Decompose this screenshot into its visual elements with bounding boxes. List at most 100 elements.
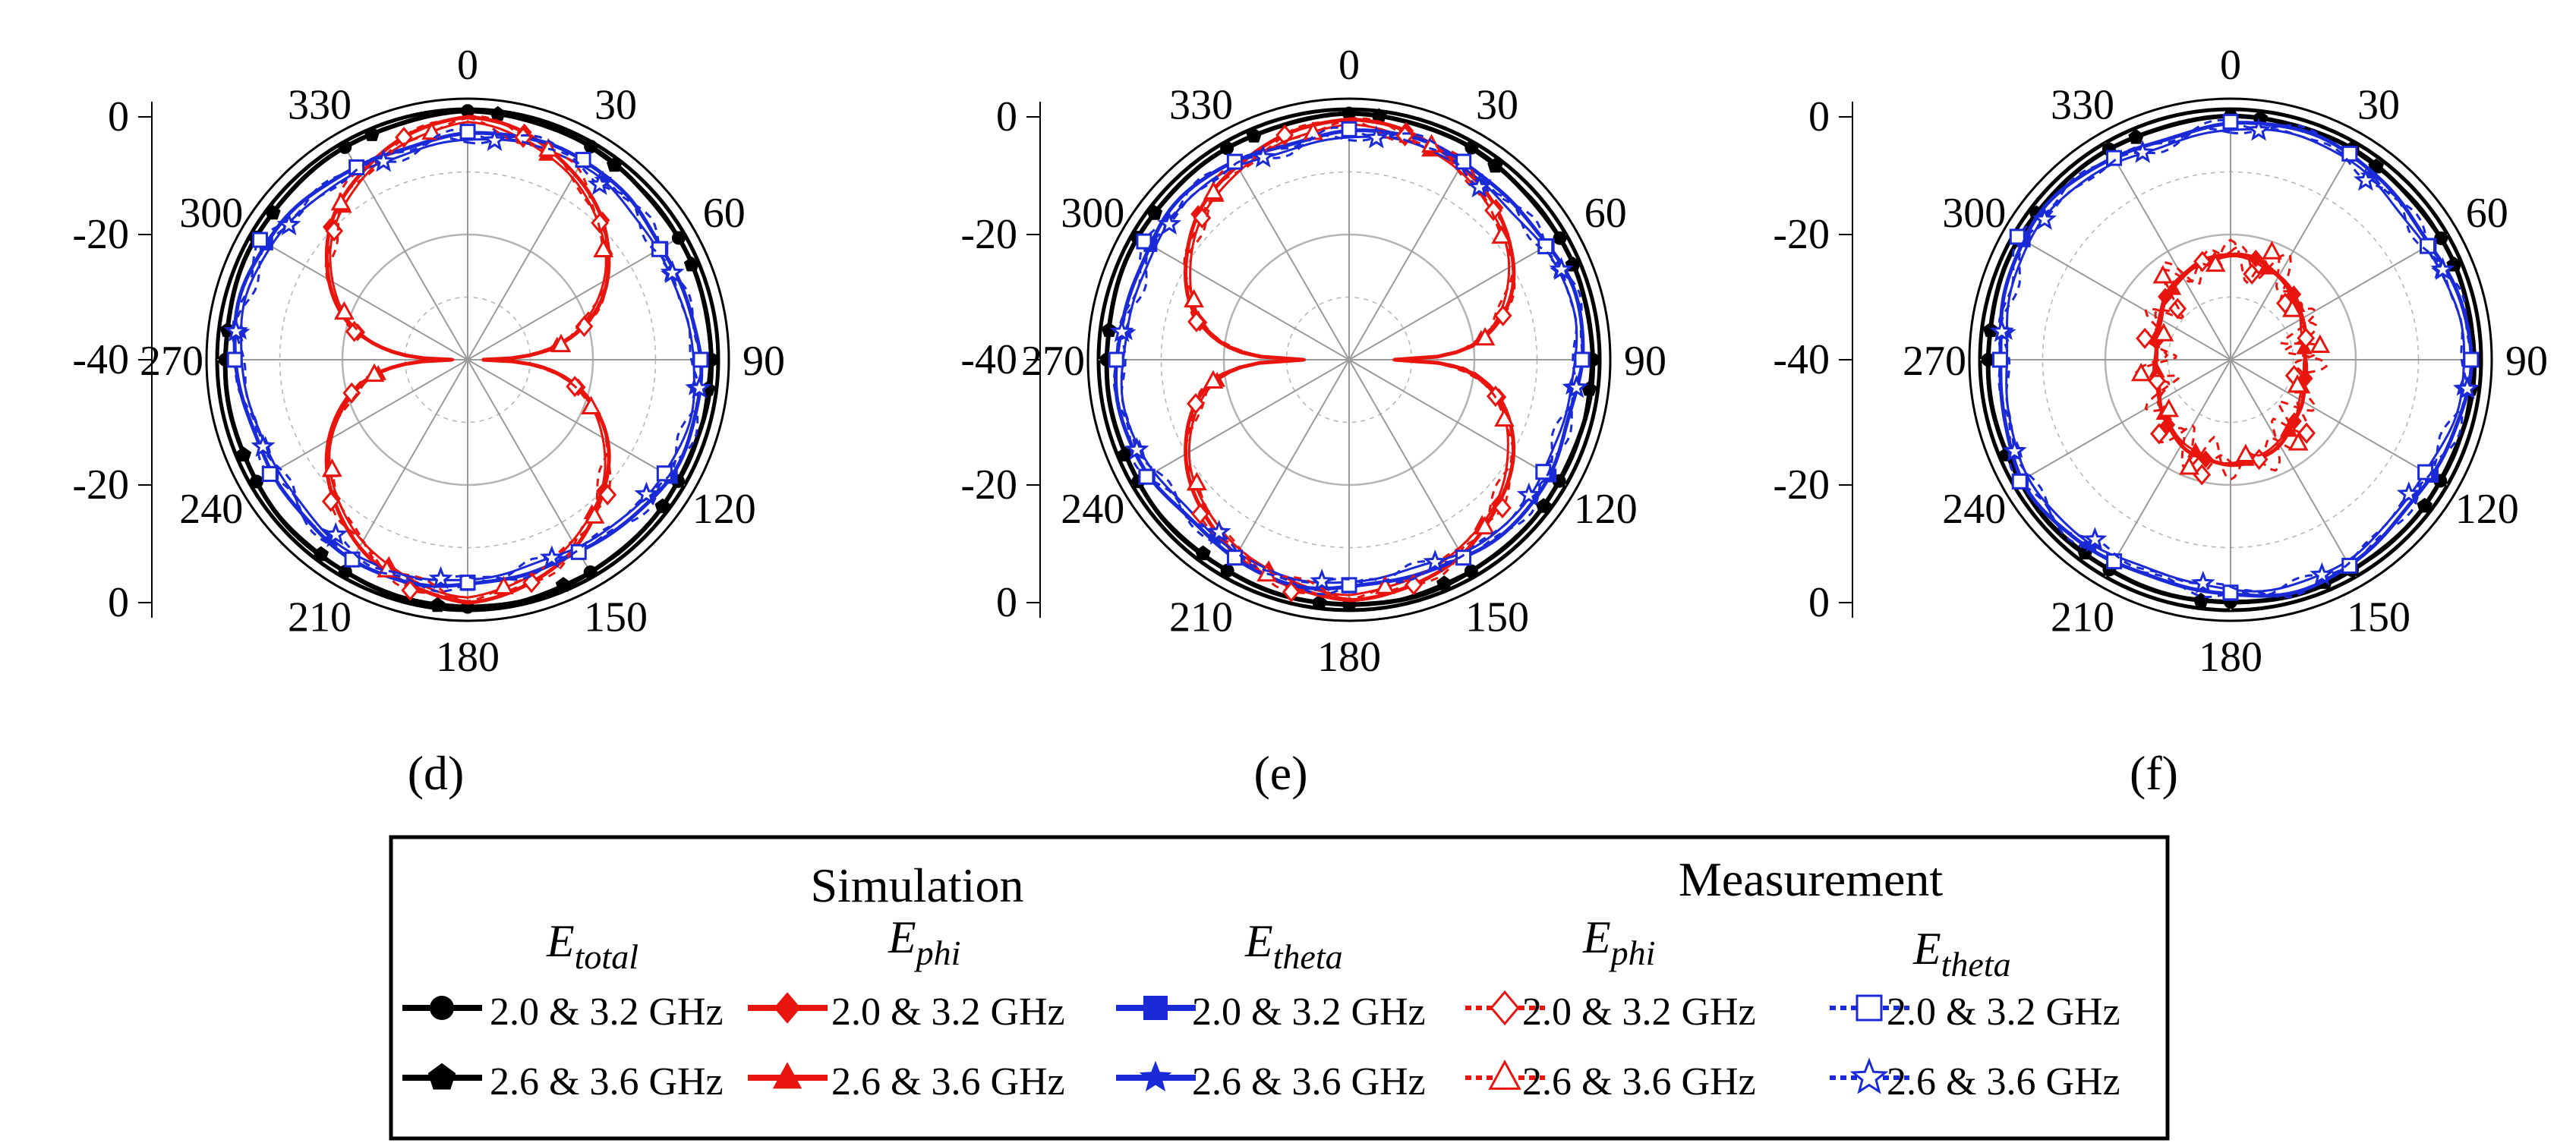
grid-spoke <box>2105 142 2231 361</box>
grid-spoke <box>1131 359 1350 486</box>
data-marker <box>2297 327 2316 349</box>
data-marker <box>2235 443 2256 463</box>
radial-tick-label: -20 <box>1773 211 1830 258</box>
data-marker <box>570 543 587 560</box>
data-marker <box>342 382 361 404</box>
series-meas-etheta-2.0-3.2 <box>1991 113 2480 601</box>
data-marker <box>2455 376 2480 399</box>
data-marker <box>2417 497 2433 513</box>
data-marker <box>223 318 248 342</box>
angle-tick-label: 120 <box>692 486 756 533</box>
legend-marker <box>1490 990 1520 1026</box>
series-meas-ephi-2.6-3.6 <box>1184 119 1515 600</box>
angle-tick-label: 90 <box>2505 338 2548 385</box>
data-marker <box>1455 549 1472 566</box>
legend-marker <box>1856 994 1883 1022</box>
legend-entry-label: 2.0 & 3.2 GHz <box>1522 990 1756 1034</box>
angle-tick-label: 150 <box>584 594 648 641</box>
data-marker <box>1991 351 2008 368</box>
legend-entry-meas-ephi-2.6-3.6: 2.6 & 3.6 GHz <box>1465 1060 1756 1104</box>
angle-tick-label: 60 <box>1584 190 1627 237</box>
data-marker <box>2430 257 2455 280</box>
angle-tick-label: 30 <box>1476 81 1518 128</box>
data-marker <box>2354 168 2378 191</box>
data-marker <box>654 498 670 514</box>
data-marker <box>1195 545 1211 561</box>
data-marker <box>2297 422 2316 444</box>
data-marker <box>493 575 514 595</box>
angle-tick-label: 0 <box>2220 42 2241 89</box>
series-line <box>234 136 702 584</box>
data-marker <box>1535 498 1552 513</box>
angle-tick-label: 180 <box>1317 634 1381 681</box>
data-marker <box>1117 446 1134 461</box>
data-marker <box>421 121 442 140</box>
series-meas-etheta-2.6-3.6 <box>223 128 712 590</box>
data-marker <box>1157 211 1182 235</box>
data-marker <box>2257 259 2275 275</box>
legend-entry-label: 2.0 & 3.2 GHz <box>1887 990 2120 1034</box>
data-marker <box>1310 568 1335 592</box>
data-marker <box>593 238 613 257</box>
data-marker <box>428 565 453 590</box>
grid-spoke <box>1223 142 1350 361</box>
series-line <box>2000 127 2469 597</box>
data-marker <box>1184 288 1204 308</box>
legend-entry-sim-etheta-2.0-3.2: 2.0 & 3.2 GHz <box>1116 990 1426 1034</box>
data-marker <box>2150 423 2168 445</box>
data-marker <box>276 212 301 236</box>
data-marker <box>2248 249 2264 268</box>
data-marker <box>2193 250 2212 272</box>
legend-group-measurement: Measurement <box>1679 852 1944 906</box>
data-marker <box>2002 438 2027 462</box>
radial-tick-label: -20 <box>1773 461 1830 509</box>
legend-col-meas-etheta: Etheta <box>1912 924 2011 984</box>
data-marker <box>1203 370 1224 389</box>
data-marker <box>235 446 252 462</box>
data-marker <box>265 204 281 220</box>
data-marker <box>2341 557 2358 574</box>
data-marker <box>2179 456 2199 475</box>
data-marker <box>1203 181 1224 200</box>
data-marker <box>2222 113 2239 130</box>
angle-tick-label: 240 <box>179 486 243 533</box>
data-marker <box>594 170 613 188</box>
grid-spoke <box>2230 234 2448 361</box>
data-marker <box>2158 288 2173 306</box>
legend-entry-label: 2.6 & 3.6 GHz <box>1522 1060 1756 1104</box>
data-marker <box>2287 373 2308 393</box>
legend-entry-label: 2.6 & 3.6 GHz <box>1192 1060 1426 1104</box>
data-marker <box>1187 471 1207 491</box>
angle-tick-label: 30 <box>594 81 637 128</box>
data-marker <box>459 124 476 140</box>
data-marker <box>598 483 617 505</box>
legend: Simulation Measurement Etotal Ephi Etheta Eph… <box>389 835 2170 1141</box>
series-line <box>1184 119 1515 600</box>
data-marker <box>2310 334 2331 353</box>
series-meas-etheta-2.6-3.6 <box>1989 118 2480 597</box>
series-sim-etotal-2.6-3.6 <box>219 105 716 612</box>
data-marker <box>330 191 352 211</box>
radial-tick-label: -40 <box>960 336 1017 383</box>
outer-frame <box>1968 97 2493 622</box>
data-marker <box>2106 150 2123 166</box>
panel-label: (d) <box>408 746 465 800</box>
data-marker <box>313 546 329 562</box>
data-marker <box>2250 449 2269 471</box>
data-marker <box>2463 351 2480 368</box>
grid-spoke <box>2230 359 2357 578</box>
data-marker <box>1484 200 1502 222</box>
radial-tick-label: 0 <box>996 93 1017 140</box>
radial-tick-label: -40 <box>72 336 129 383</box>
data-marker <box>430 597 446 612</box>
data-marker <box>581 395 601 414</box>
series-line <box>328 121 607 599</box>
data-marker <box>1474 515 1496 535</box>
legend-marker <box>1849 1057 1889 1094</box>
series-line <box>326 117 610 603</box>
data-marker <box>1226 549 1243 566</box>
data-marker <box>1487 157 1503 173</box>
angle-tick-label: 240 <box>1061 486 1124 533</box>
data-marker <box>364 363 385 383</box>
